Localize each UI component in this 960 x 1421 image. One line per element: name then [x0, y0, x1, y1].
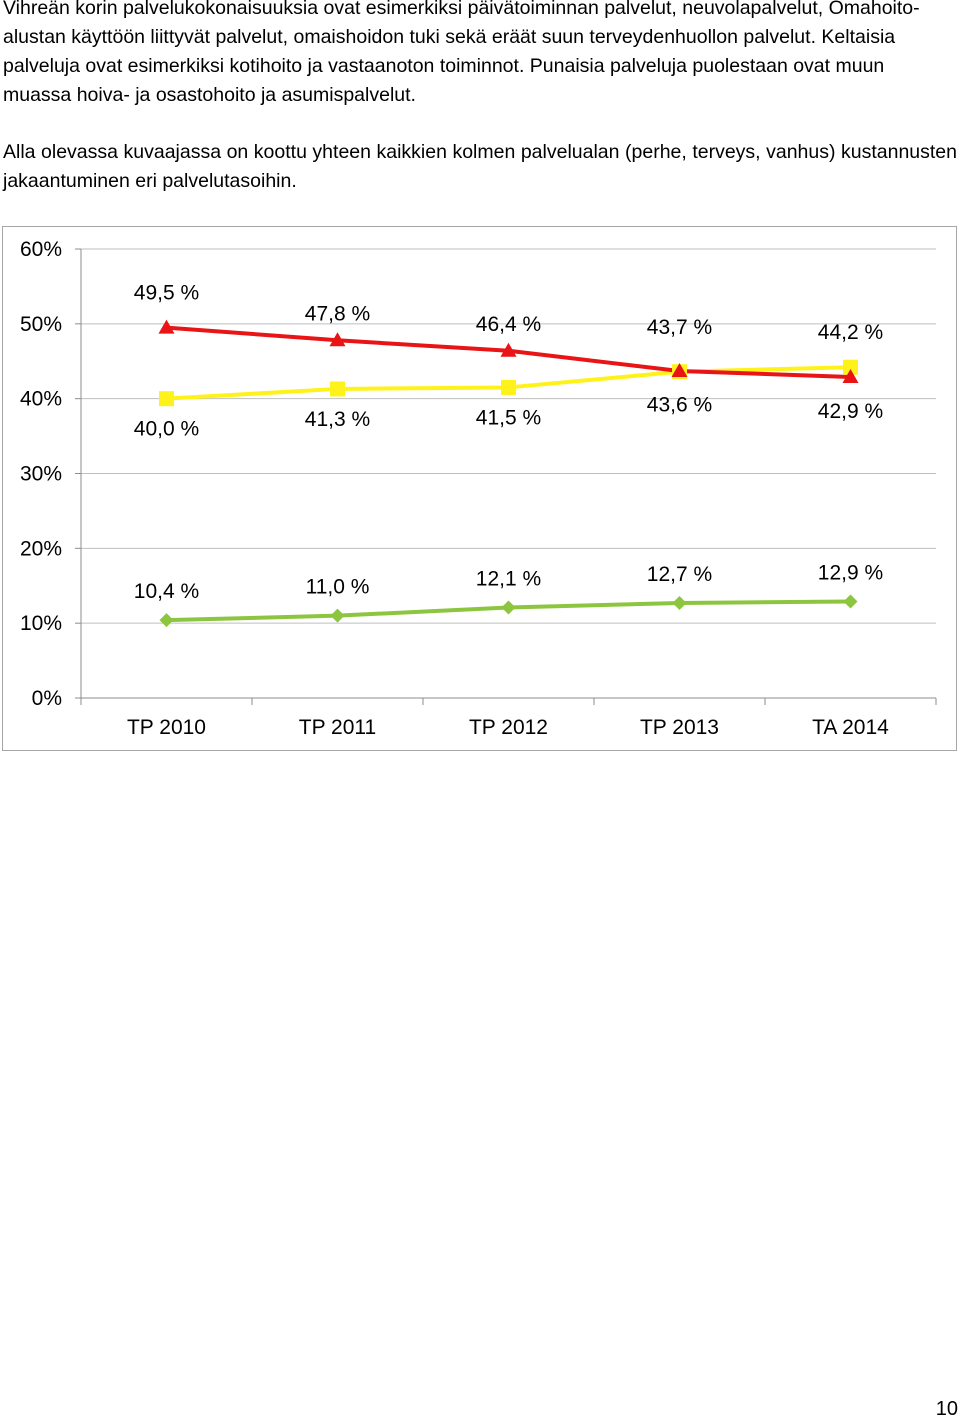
data-point-green [330, 608, 345, 623]
data-label-yellow: 41,5 % [476, 406, 541, 429]
data-point-yellow [501, 379, 516, 395]
data-label-green: 10,4 % [134, 580, 199, 603]
intro-paragraph: Vihreän korin palvelukokonaisuuksia ovat… [3, 0, 920, 106]
y-tick-label: 60% [20, 238, 62, 261]
data-point-yellow [330, 381, 345, 397]
data-label-green: 11,0 % [306, 576, 370, 599]
data-label-red: 43,7 % [647, 316, 712, 339]
data-point-red [500, 342, 517, 357]
data-point-yellow [159, 391, 174, 407]
data-point-red [329, 332, 346, 347]
chart-description-paragraph: Alla olevassa kuvaajassa on koottu yhtee… [3, 141, 957, 192]
data-label-red: 46,4 % [476, 313, 541, 336]
data-label-yellow: 43,6 % [647, 394, 712, 417]
data-label-red: 49,5 % [134, 282, 199, 305]
data-point-green [501, 600, 516, 615]
data-label-red: 42,9 % [818, 400, 883, 423]
data-point-green [159, 613, 174, 628]
data-point-green [672, 595, 687, 610]
page-number: 10 [935, 1398, 958, 1420]
line-chart-svg: 0% 10% 20% 30% 40% 50% 60% TP 2010 TP 2011 TP 201… [20, 238, 937, 739]
y-tick-label: 50% [20, 313, 62, 336]
x-tick-label: TP 2013 [640, 716, 719, 739]
data-point-red [158, 319, 175, 334]
cost-distribution-chart: 0% 10% 20% 30% 40% 50% 60% TP 2010 TP 2011 TP 201… [2, 226, 957, 751]
data-label-yellow: 41,3 % [305, 408, 370, 431]
data-point-green [843, 594, 858, 609]
data-point-red [842, 368, 859, 383]
x-tick-label: TA 2014 [812, 716, 889, 739]
data-label-red: 47,8 % [305, 302, 370, 325]
x-tick-label: TP 2010 [127, 716, 206, 739]
x-tick-label: TP 2012 [469, 716, 548, 739]
data-label-green: 12,9 % [818, 561, 883, 584]
y-tick-label: 40% [20, 388, 62, 411]
data-label-yellow: 40,0 % [134, 418, 199, 441]
y-tick-label: 30% [20, 463, 62, 486]
y-tick-label: 0% [32, 687, 62, 710]
data-label-green: 12,1 % [476, 567, 541, 590]
data-point-yellow [843, 359, 858, 375]
data-label-yellow: 44,2 % [818, 321, 883, 344]
data-label-green: 12,7 % [647, 563, 712, 586]
data-point-red [671, 362, 688, 377]
y-tick-label: 20% [20, 537, 62, 560]
y-tick-label: 10% [20, 612, 62, 635]
x-tick-label: TP 2011 [299, 716, 376, 739]
